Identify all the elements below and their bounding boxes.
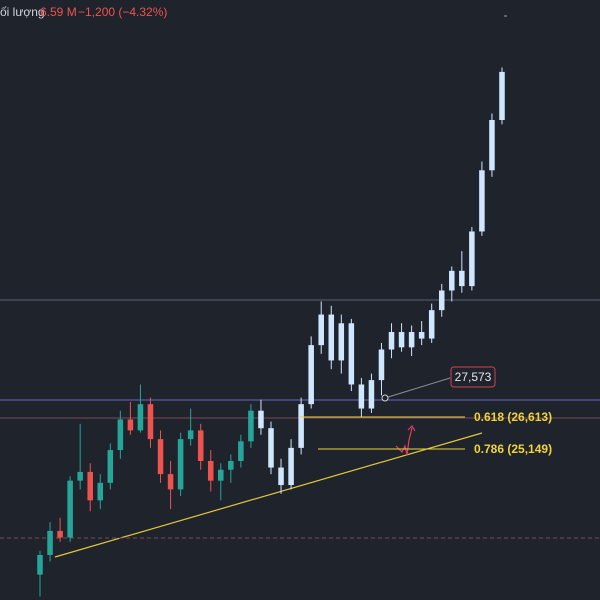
candle-body bbox=[248, 410, 254, 442]
candle-body bbox=[328, 314, 335, 361]
fib-label: 0.618 (26,613) bbox=[474, 410, 552, 424]
price-label: 27,573 bbox=[455, 370, 492, 384]
candle-body bbox=[258, 410, 264, 429]
candle-body bbox=[418, 332, 425, 339]
candle-body bbox=[87, 471, 93, 501]
candle-body bbox=[358, 384, 365, 409]
price-point bbox=[381, 394, 389, 402]
candle-body bbox=[298, 404, 304, 448]
candle-body bbox=[318, 314, 324, 346]
candle-body bbox=[449, 270, 455, 291]
candle-body bbox=[469, 231, 475, 287]
candle-body bbox=[338, 323, 345, 361]
candle-body bbox=[147, 404, 154, 440]
candle-body bbox=[187, 430, 194, 440]
header-label: ối lượng bbox=[0, 5, 45, 19]
candle-body bbox=[117, 419, 124, 451]
candle-body bbox=[207, 460, 214, 481]
price-box bbox=[450, 366, 496, 388]
candle-body bbox=[67, 480, 73, 538]
header-volume: 6.59 M bbox=[40, 5, 77, 19]
candle-body bbox=[268, 428, 274, 468]
candle-body bbox=[398, 332, 405, 348]
candle-body bbox=[378, 349, 385, 381]
candle-body bbox=[479, 170, 485, 232]
candle-body bbox=[218, 469, 224, 481]
candle-body bbox=[97, 482, 104, 501]
candle-body bbox=[489, 120, 495, 171]
candle-body bbox=[238, 441, 244, 461]
candle-body bbox=[388, 332, 395, 350]
candle-body bbox=[348, 323, 355, 385]
candle-body bbox=[37, 554, 43, 575]
candle-body bbox=[137, 404, 144, 431]
candle-body bbox=[127, 419, 134, 431]
candle-body bbox=[288, 447, 294, 486]
header-change: −1,200 (−4.32%) bbox=[78, 5, 167, 19]
candle-body bbox=[459, 270, 465, 287]
fib-label: 0.786 (25,149) bbox=[474, 442, 552, 456]
candle-body bbox=[228, 460, 234, 470]
candle-body bbox=[157, 439, 164, 475]
price-pointer bbox=[384, 377, 451, 399]
candle-body bbox=[308, 345, 314, 405]
candle-body bbox=[428, 310, 435, 339]
candle-body bbox=[197, 430, 204, 461]
candle-body bbox=[499, 71, 505, 120]
candle-body bbox=[167, 474, 174, 490]
candle-body bbox=[77, 471, 83, 481]
candle-body bbox=[47, 530, 53, 555]
candle-body bbox=[107, 450, 114, 483]
candle-body bbox=[278, 467, 284, 486]
candle-body bbox=[438, 290, 445, 311]
trend-line bbox=[54, 432, 483, 558]
candle-body bbox=[57, 530, 63, 538]
candle-body bbox=[408, 332, 415, 348]
candle-body bbox=[368, 380, 375, 409]
arrow-sketch bbox=[395, 425, 416, 456]
candle-body bbox=[177, 439, 184, 490]
